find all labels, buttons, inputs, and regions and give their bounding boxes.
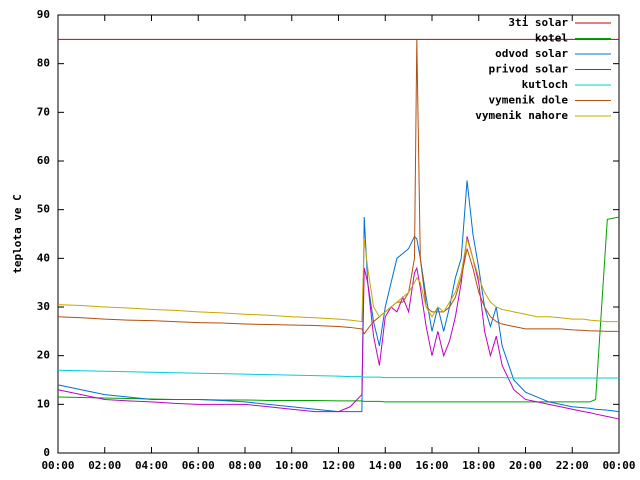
- x-tick-label: 10:00: [275, 459, 308, 472]
- y-tick-label: 30: [37, 300, 50, 313]
- x-tick-label: 14:00: [369, 459, 402, 472]
- y-tick-label: 80: [37, 57, 50, 70]
- y-tick-label: 0: [43, 446, 50, 459]
- x-tick-label: 16:00: [415, 459, 448, 472]
- x-tick-label: 04:00: [135, 459, 168, 472]
- series-line: [57, 39, 619, 335]
- legend-label: vymenik dole: [489, 94, 569, 107]
- y-tick-label: 60: [37, 154, 50, 167]
- y-tick-label: 90: [37, 8, 50, 21]
- x-tick-label: 22:00: [556, 459, 589, 472]
- series-line: [57, 180, 620, 413]
- y-tick-label: 50: [37, 203, 50, 216]
- x-tick-label: 20:00: [509, 459, 542, 472]
- y-axis-label: teplota ve C: [11, 194, 24, 273]
- series-line: [57, 216, 620, 403]
- x-tick-label: 08:00: [228, 459, 261, 472]
- legend-label: vymenik nahore: [475, 109, 568, 122]
- legend-label: kutloch: [522, 78, 568, 91]
- x-tick-label: 00:00: [41, 459, 74, 472]
- y-tick-label: 70: [37, 105, 50, 118]
- y-tick-label: 10: [37, 397, 50, 410]
- x-tick-label: 12:00: [322, 459, 355, 472]
- x-tick-label: 00:00: [602, 459, 635, 472]
- x-tick-label: 06:00: [182, 459, 215, 472]
- x-tick-label: 02:00: [88, 459, 121, 472]
- legend-label: privod solar: [489, 63, 569, 76]
- x-tick-label: 18:00: [462, 459, 495, 472]
- series-line: [57, 369, 619, 379]
- y-tick-label: 40: [37, 251, 50, 264]
- series-line: [57, 238, 619, 323]
- legend-label: kotel: [535, 32, 568, 45]
- series-line: [57, 236, 620, 420]
- y-tick-label: 20: [37, 349, 50, 362]
- legend-label: 3ti solar: [508, 16, 568, 29]
- legend-label: odvod solar: [495, 47, 568, 60]
